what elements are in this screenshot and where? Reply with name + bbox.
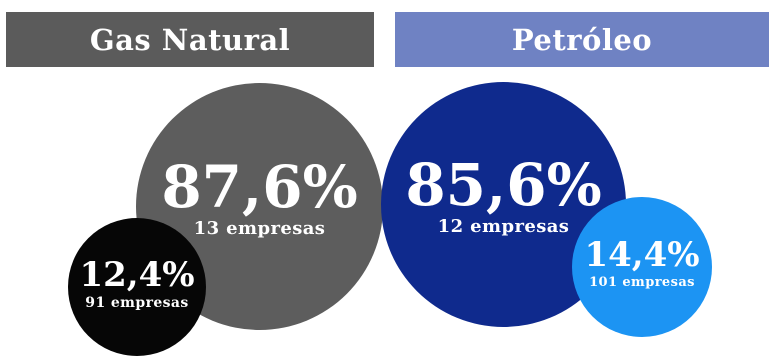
gas-large-share-percent: 87,6% [161,152,358,221]
gas-natural-header: Gas Natural [6,12,374,67]
petroleo-title: Petróleo [511,22,653,57]
gas-large-share-companies: 13 empresas [193,217,326,239]
oil-small-share-circle: 14,4% 101 empresas [572,197,712,337]
gas-small-share-percent: 12,4% [79,255,195,295]
gas-small-share-companies: 91 empresas [85,295,189,311]
oil-large-share-circle: 85,6% 12 empresas [381,82,626,327]
gas-small-share-circle: 12,4% 91 empresas [68,218,206,356]
oil-large-share-percent: 85,6% [405,150,602,219]
oil-small-share-percent: 14,4% [584,234,700,275]
oil-large-share-companies: 12 empresas [437,215,570,237]
gas-natural-title: Gas Natural [89,22,291,57]
oil-small-share-companies: 101 empresas [589,274,695,290]
petroleo-header: Petróleo [395,12,769,67]
